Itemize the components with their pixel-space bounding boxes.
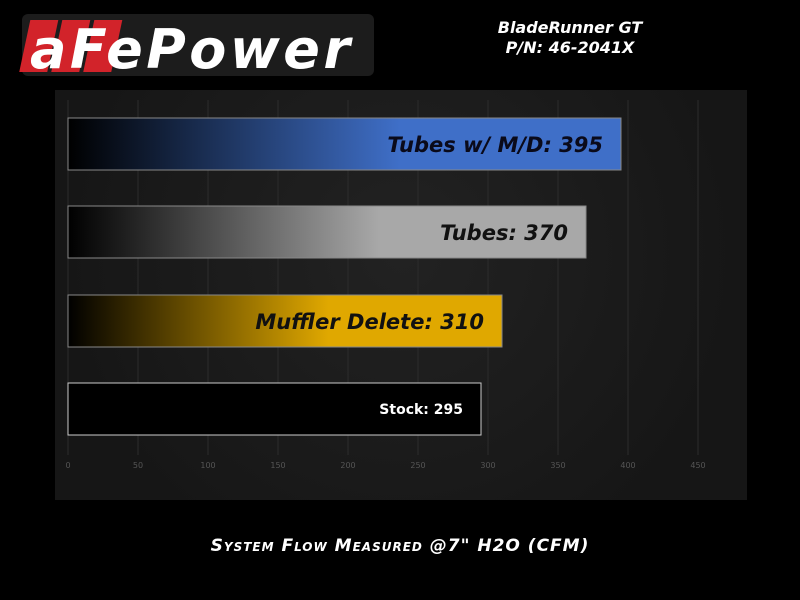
x-tick-label: 150: [270, 461, 285, 470]
x-tick-label: 0: [65, 461, 70, 470]
x-tick-label: 300: [480, 461, 495, 470]
bar: [67, 294, 503, 348]
x-tick-label: 200: [340, 461, 355, 470]
x-tick-label: 250: [410, 461, 425, 470]
x-tick-label: 50: [133, 461, 143, 470]
svg-text:aFePower: aFePower: [30, 18, 353, 78]
afe-power-logo: aFePower: [19, 14, 374, 78]
bar-data-label: Stock: 295: [379, 402, 463, 418]
product-name: BladeRunner GT: [497, 18, 643, 37]
bar-data-label: Muffler Delete: 310: [255, 310, 484, 334]
bar: [67, 117, 622, 171]
bar: [67, 382, 482, 436]
bar-data-label: Tubes w/ M/D: 395: [387, 133, 603, 157]
x-tick-label: 450: [690, 461, 705, 470]
x-tick-label: 400: [620, 461, 635, 470]
x-axis-title: System Flow Measured @7" H2O (CFM): [210, 536, 590, 556]
bar: [67, 205, 587, 259]
part-number: P/N: 46-2041X: [505, 38, 635, 57]
bar-data-label: Tubes: 370: [440, 221, 568, 245]
plot-area: Tubes w/ M/D: 395 Tubes: 370 Muffler Delet…: [55, 90, 747, 500]
bar-chart: Tubes w/ M/D: 395 Tubes: 370 Muffler Delet…: [65, 100, 706, 470]
x-tick-label: 100: [200, 461, 215, 470]
x-tick-label: 350: [550, 461, 565, 470]
